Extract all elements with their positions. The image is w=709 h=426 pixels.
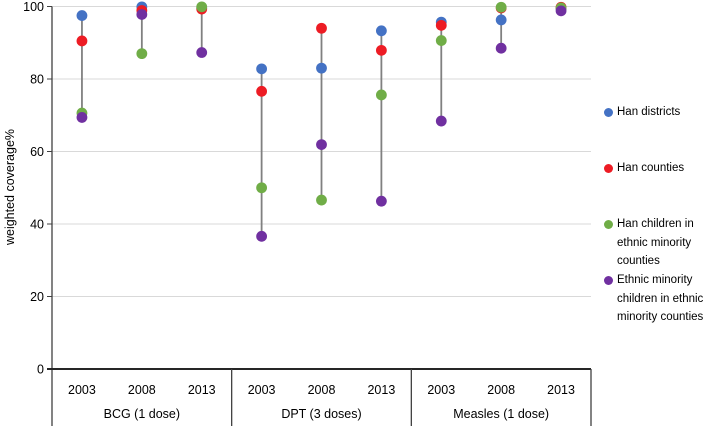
data-point	[196, 47, 208, 58]
y-tick-label: 0	[37, 363, 44, 377]
data-point	[495, 1, 507, 13]
legend-item: Han children in ethnic minority counties	[604, 215, 707, 271]
data-point	[256, 63, 268, 75]
data-point	[136, 48, 148, 60]
year-label: 2008	[487, 383, 515, 397]
legend-label: Han counties	[617, 162, 685, 174]
data-point	[196, 1, 208, 13]
group-label: Measles (1 dose)	[453, 407, 549, 421]
year-label: 2013	[547, 383, 575, 397]
year-label: 2008	[308, 383, 336, 397]
data-point	[375, 44, 387, 56]
year-label: 2003	[248, 383, 276, 397]
data-point	[375, 89, 387, 101]
y-tick-label: 100	[23, 0, 44, 14]
legend-label: Ethnic minority children in ethnic minor…	[617, 274, 704, 323]
data-point	[495, 42, 507, 54]
legend-label: Han districts	[617, 106, 681, 118]
data-point	[256, 85, 268, 97]
data-point	[76, 35, 88, 47]
data-point	[435, 35, 447, 46]
y-tick-label: 40	[30, 218, 44, 232]
y-tick-label: 60	[30, 145, 44, 159]
year-label: 2003	[427, 383, 455, 397]
year-label: 2008	[128, 383, 156, 397]
data-point	[435, 115, 447, 127]
y-tick-label: 80	[30, 73, 44, 87]
data-point	[136, 9, 148, 20]
data-point	[555, 5, 567, 17]
group-label: BCG (1 dose)	[104, 407, 180, 421]
legend-marker-icon	[604, 164, 613, 173]
data-point	[256, 230, 268, 242]
data-point	[495, 14, 507, 26]
legend-label: Han children in ethnic minority counties	[617, 218, 694, 267]
legend-item: Ethnic minority children in ethnic minor…	[604, 271, 707, 327]
legend-marker-icon	[604, 220, 613, 229]
data-point	[435, 19, 447, 31]
data-point	[256, 182, 268, 194]
data-point	[316, 139, 327, 151]
data-point	[375, 195, 387, 207]
group-label: DPT (3 doses)	[281, 407, 361, 421]
legend-marker-icon	[604, 276, 613, 285]
legend-item: Han districts	[604, 103, 707, 122]
year-label: 2013	[367, 383, 395, 397]
y-tick-label: 20	[30, 290, 44, 304]
data-point	[316, 194, 327, 206]
data-point	[76, 10, 88, 21]
data-point	[316, 62, 327, 74]
legend-marker-icon	[604, 108, 613, 117]
data-point	[76, 112, 88, 123]
year-label: 2003	[68, 383, 96, 397]
year-label: 2013	[188, 383, 216, 397]
legend-item: Han counties	[604, 159, 707, 178]
data-point	[375, 25, 387, 37]
data-point	[316, 22, 327, 34]
y-axis-title: weighted coverage%	[3, 128, 17, 246]
